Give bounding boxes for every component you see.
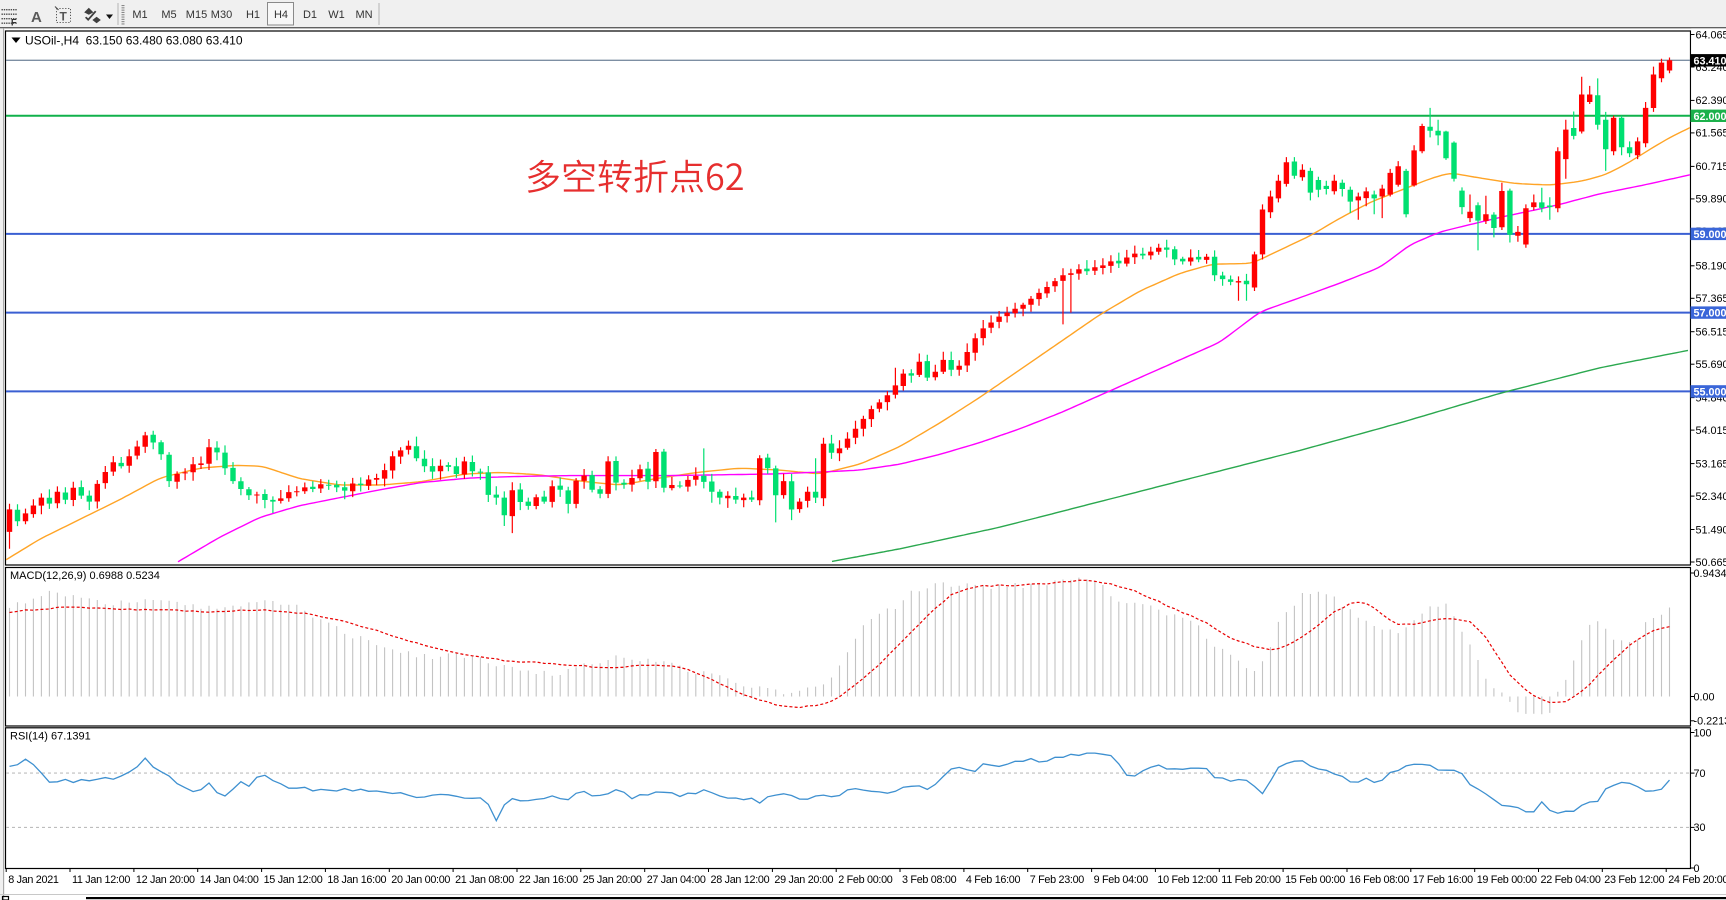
svg-text:52.340: 52.340 <box>1696 491 1726 503</box>
svg-text:4 Feb 16:00: 4 Feb 16:00 <box>966 874 1021 886</box>
svg-text:21 Jan 08:00: 21 Jan 08:00 <box>455 874 514 886</box>
svg-text:50.665: 50.665 <box>1696 557 1726 569</box>
svg-text:54.015: 54.015 <box>1696 425 1726 437</box>
svg-text:D1: D1 <box>303 9 317 21</box>
svg-text:M30: M30 <box>211 9 232 21</box>
svg-text:56.515: 56.515 <box>1696 327 1726 339</box>
svg-text:11 Jan 12:00: 11 Jan 12:00 <box>72 874 130 886</box>
svg-text:59.890: 59.890 <box>1696 194 1726 206</box>
svg-text:10 Feb 12:00: 10 Feb 12:00 <box>1157 874 1217 886</box>
svg-text:70: 70 <box>1694 768 1706 780</box>
svg-text:19 Feb 00:00: 19 Feb 00:00 <box>1477 874 1537 886</box>
svg-text:15 Jan 12:00: 15 Jan 12:00 <box>264 874 323 886</box>
svg-text:61.565: 61.565 <box>1696 128 1726 140</box>
svg-text:3 Feb 08:00: 3 Feb 08:00 <box>902 874 957 886</box>
svg-text:20 Jan 00:00: 20 Jan 00:00 <box>391 874 450 886</box>
svg-text:63.410: 63.410 <box>1694 55 1726 67</box>
svg-text:55.000: 55.000 <box>1694 386 1726 398</box>
svg-text:57.000: 57.000 <box>1694 308 1726 320</box>
svg-text:22 Jan 16:00: 22 Jan 16:00 <box>519 874 578 886</box>
svg-text:62.000: 62.000 <box>1694 111 1726 123</box>
svg-text:23 Feb 12:00: 23 Feb 12:00 <box>1604 874 1664 886</box>
svg-text:0: 0 <box>1694 863 1700 875</box>
svg-text:MACD(12,26,9) 0.6988 0.5234: MACD(12,26,9) 0.6988 0.5234 <box>10 570 160 582</box>
svg-text:16 Feb 08:00: 16 Feb 08:00 <box>1349 874 1409 886</box>
svg-text:58.190: 58.190 <box>1696 261 1726 273</box>
svg-text:0.00: 0.00 <box>1694 691 1715 703</box>
svg-text:28 Jan 12:00: 28 Jan 12:00 <box>711 874 770 886</box>
svg-text:53.165: 53.165 <box>1696 458 1726 470</box>
svg-text:0.9434: 0.9434 <box>1694 568 1726 580</box>
svg-text:11 Feb 20:00: 11 Feb 20:00 <box>1221 874 1281 886</box>
svg-text:M15: M15 <box>186 9 207 21</box>
svg-text:55.690: 55.690 <box>1696 359 1726 371</box>
svg-text:27 Jan 04:00: 27 Jan 04:00 <box>647 874 706 886</box>
svg-text:29 Jan 20:00: 29 Jan 20:00 <box>774 874 833 886</box>
svg-text:15 Feb 00:00: 15 Feb 00:00 <box>1285 874 1345 886</box>
svg-text:7 Feb 23:00: 7 Feb 23:00 <box>1030 874 1085 886</box>
svg-text:W1: W1 <box>328 9 345 21</box>
svg-text:2 Feb 00:00: 2 Feb 00:00 <box>838 874 893 886</box>
svg-text:H4: H4 <box>274 9 288 21</box>
svg-text:24 Feb 20:00: 24 Feb 20:00 <box>1668 874 1726 886</box>
svg-text:MN: MN <box>355 9 372 21</box>
svg-text:14 Jan 04:00: 14 Jan 04:00 <box>200 874 259 886</box>
svg-text:USOil-,H4 63.150 63.480 63.08: USOil-,H4 63.150 63.480 63.080 63.410 <box>25 34 243 48</box>
svg-text:A: A <box>31 9 42 26</box>
svg-text:25 Jan 20:00: 25 Jan 20:00 <box>583 874 642 886</box>
svg-text:57.365: 57.365 <box>1696 293 1726 305</box>
svg-text:RSI(14) 67.1391: RSI(14) 67.1391 <box>10 731 91 743</box>
svg-text:M1: M1 <box>132 9 147 21</box>
svg-text:64.065: 64.065 <box>1696 29 1726 41</box>
svg-text:H1: H1 <box>246 9 260 21</box>
svg-text:60.715: 60.715 <box>1696 161 1726 173</box>
svg-text:-0.2213: -0.2213 <box>1694 716 1726 728</box>
svg-text:59.000: 59.000 <box>1694 229 1726 241</box>
svg-text:T: T <box>60 10 68 24</box>
svg-text:17 Feb 16:00: 17 Feb 16:00 <box>1413 874 1473 886</box>
svg-text:8 Jan 2021: 8 Jan 2021 <box>8 874 59 886</box>
svg-text:9 Feb 04:00: 9 Feb 04:00 <box>1094 874 1149 886</box>
svg-text:51.490: 51.490 <box>1696 524 1726 536</box>
svg-text:12 Jan 20:00: 12 Jan 20:00 <box>136 874 195 886</box>
svg-text:M5: M5 <box>161 9 176 21</box>
svg-text:100: 100 <box>1694 727 1712 739</box>
svg-text:18 Jan 16:00: 18 Jan 16:00 <box>327 874 386 886</box>
svg-text:22 Feb 04:00: 22 Feb 04:00 <box>1541 874 1601 886</box>
svg-text:30: 30 <box>1694 822 1706 834</box>
svg-text:F: F <box>11 18 17 28</box>
svg-text:62.390: 62.390 <box>1696 95 1726 107</box>
